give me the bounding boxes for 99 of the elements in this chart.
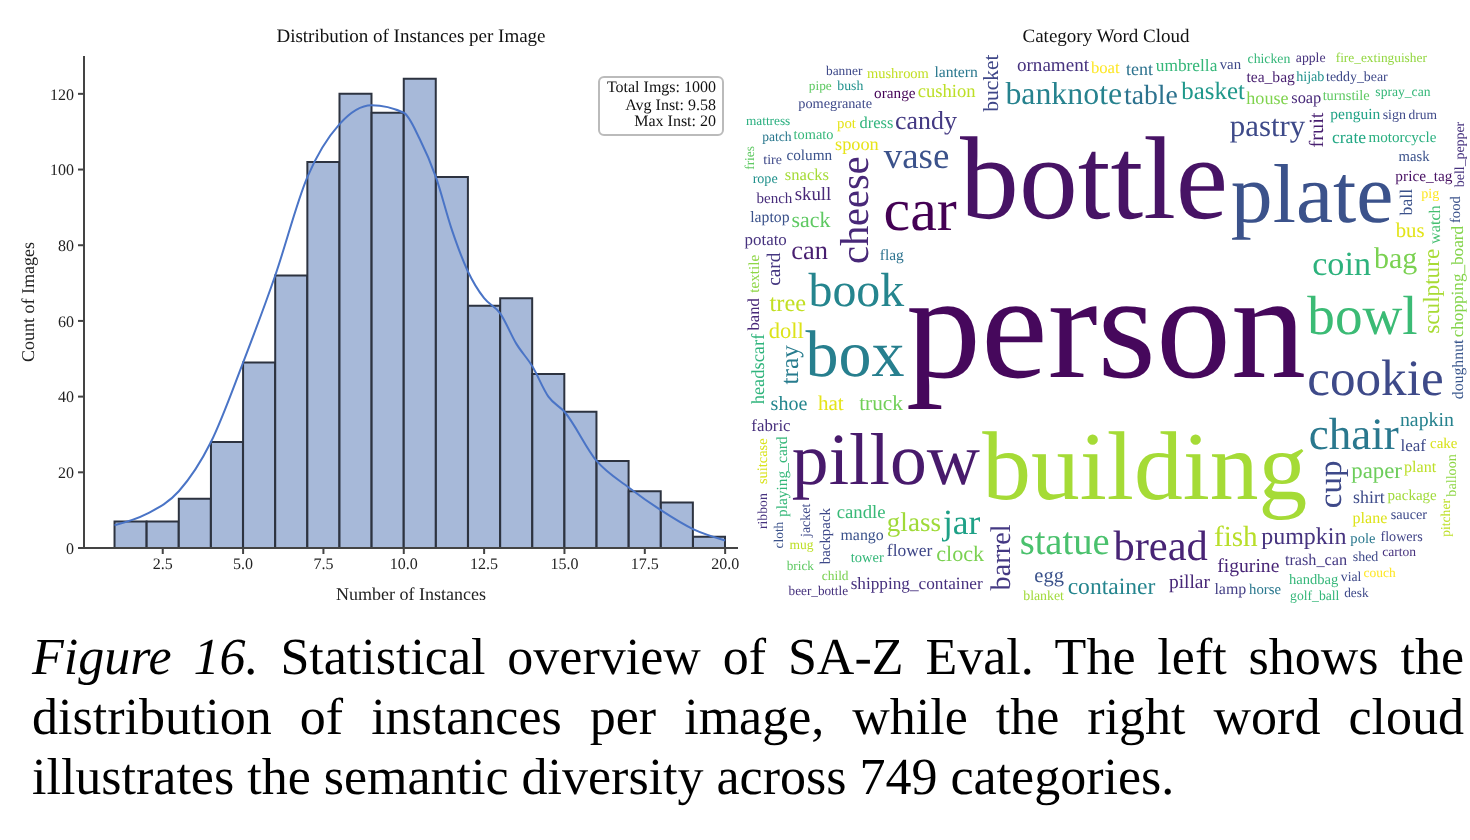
category-label: bus <box>1395 220 1425 243</box>
category-label: tray <box>776 343 805 385</box>
category-label: hat <box>817 393 844 416</box>
category-label: ball <box>1395 187 1416 216</box>
x-tick-label: 5.0 <box>233 555 254 574</box>
category-label: figurine <box>1217 555 1281 578</box>
y-tick-label: 40 <box>58 388 74 407</box>
category-label: candy <box>895 104 958 135</box>
category-label: car <box>883 177 957 244</box>
caption: Figure 16. Statistical overview of SA-Z Eval. The left shows the distribution of instances per image, while the right word cloud illustrates the semantic diversity across 749 categories. <box>32 628 1464 808</box>
category-label: shoe <box>770 393 809 416</box>
category-label: bucket <box>980 54 1004 112</box>
x-tick-label: 15.0 <box>550 555 579 574</box>
category-label: potato <box>744 229 787 250</box>
category-label: statue <box>1019 522 1110 565</box>
category-label: card <box>764 252 787 286</box>
category-label: crate <box>1331 127 1367 148</box>
category-label: jar <box>940 501 981 542</box>
annotation: Total Imgs: 1000 <box>606 78 716 97</box>
y-tick-label: 100 <box>50 161 74 180</box>
x-tick-label: 10.0 <box>389 555 418 574</box>
category-label: tent <box>1126 59 1155 80</box>
category-label: cheese <box>833 156 878 265</box>
category-label: clock <box>936 543 986 568</box>
category-label: basket <box>1181 77 1246 106</box>
note-frame: Total Imgs: 1000 Avg Inst: 9.58 Max Inst: 20 <box>598 76 724 135</box>
category-label: cookie <box>1307 348 1444 407</box>
category-label: bag <box>1373 244 1419 277</box>
y-tick-label: 60 <box>58 312 74 331</box>
category-label: bread <box>1113 522 1209 571</box>
category-label: building <box>982 412 1308 521</box>
category-label: bowl <box>1307 284 1419 347</box>
x-tick-label: 7.5 <box>313 555 334 574</box>
chart-title: Distribution of Instances per Image <box>274 28 548 50</box>
category-label: napkin <box>1399 409 1454 432</box>
category-label: headscarf <box>747 331 768 405</box>
category-label: umbrella <box>1155 54 1218 75</box>
y-tick-label: 120 <box>50 85 74 104</box>
category-label: boat <box>1090 58 1122 77</box>
category-label: tree <box>769 289 807 318</box>
category-label: glass <box>886 506 941 537</box>
category-label: flower <box>886 540 933 561</box>
category-label: vase <box>883 136 950 177</box>
annotation: Avg Inst: 9.58 <box>623 95 716 114</box>
category-label: plate <box>1230 149 1394 242</box>
y-tick-label: 80 <box>58 236 74 255</box>
category-label: candle <box>836 503 886 524</box>
category-label: spoon <box>835 133 880 154</box>
category-label: plane <box>1352 509 1389 528</box>
category-label: table <box>1123 80 1178 111</box>
x-tick-label: 20.0 <box>711 555 740 574</box>
category-label: dress <box>859 113 894 132</box>
category-label: chopping_board <box>1446 224 1467 338</box>
category-label: banknote <box>1005 78 1123 113</box>
category-label: fabric <box>751 417 792 436</box>
category-label: sculpture <box>1418 248 1445 334</box>
category-label: trash_can <box>1284 551 1348 570</box>
category-label: fish <box>1213 521 1260 554</box>
y-axis-title: Count of Images <box>18 241 39 362</box>
category-label: chair <box>1308 408 1400 459</box>
y-tick-label: 0 <box>66 539 74 558</box>
annotation: Max Inst: 20 <box>634 112 716 131</box>
category-label: box <box>805 320 906 393</box>
category-label: pastry <box>1229 110 1306 145</box>
category-label: leaf <box>1400 434 1427 455</box>
y-tick-label: 20 <box>58 463 74 482</box>
category-label: egg <box>1034 565 1064 588</box>
category-label: snacks <box>784 166 829 185</box>
category-label: can <box>791 234 829 265</box>
x-tick-label: 17.5 <box>630 555 659 574</box>
category-label: barrel <box>985 524 1018 591</box>
category-label: pillow <box>791 418 981 501</box>
category-label: plant <box>1404 457 1438 476</box>
category-label: container <box>1067 571 1156 600</box>
category-label: person <box>906 245 1306 411</box>
category-label: sack <box>791 208 832 233</box>
category-label: cushion <box>917 82 977 103</box>
category-label: shirt <box>1353 486 1386 507</box>
category-label: skull <box>794 186 833 207</box>
category-label: pumpkin <box>1261 522 1347 551</box>
category-label: shipping_container <box>850 573 983 594</box>
category-label: pillar <box>1168 571 1212 594</box>
category-label: doll <box>768 319 804 344</box>
category-label: soap <box>1291 89 1322 108</box>
category-label: watch <box>1425 205 1444 244</box>
category-label: cup <box>1311 460 1350 509</box>
category-label: band <box>744 296 763 331</box>
category-label: fruit <box>1307 112 1330 148</box>
x-axis-title: Number of Instances <box>336 584 487 604</box>
category-label: bottle <box>960 113 1229 244</box>
category-label: paper <box>1351 460 1403 485</box>
category-label: ornament <box>1017 55 1090 78</box>
category-label: house <box>1246 88 1289 109</box>
x-tick-label: 2.5 <box>152 555 173 574</box>
x-tick-label: 12.5 <box>470 555 499 574</box>
category-label: truck <box>859 394 905 417</box>
text: Category Word Cloud <box>1020 28 1192 50</box>
category-label: coin <box>1312 244 1372 283</box>
category-label: book <box>808 266 905 319</box>
